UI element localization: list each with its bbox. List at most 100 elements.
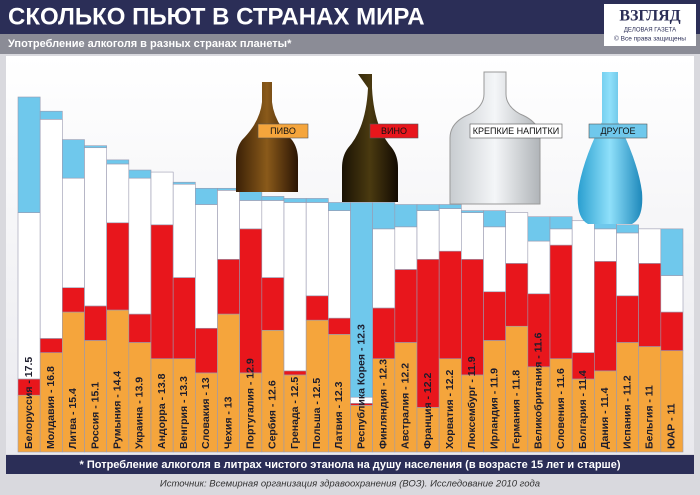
bar-segment	[62, 139, 85, 179]
bar-segment	[638, 263, 662, 347]
bar-segment	[527, 240, 551, 295]
bar-segment	[660, 311, 684, 351]
bar-segment	[283, 198, 307, 203]
bar-segment	[328, 202, 351, 211]
bar-segment	[39, 338, 63, 353]
bar-segment	[372, 307, 396, 359]
bar-segment	[17, 96, 41, 213]
bar-label: Словения - 11.6	[555, 368, 567, 449]
legend-swatch	[469, 123, 563, 139]
legend-label: КРЕПКИЕ НАПИТКИ	[473, 126, 559, 136]
bar-label: Великобритания - 11.6	[533, 332, 545, 449]
footnote: * Потребление алкоголя в литрах чистого …	[80, 459, 621, 471]
bar-segment	[549, 216, 573, 230]
bar-label: Польша - 12.5	[311, 378, 323, 449]
bar-segment	[549, 228, 573, 246]
bar-segment	[195, 327, 218, 374]
bar-segment	[261, 277, 285, 331]
bar-label: Сербия - 12.6	[267, 380, 279, 449]
bar-label: Россия - 15.1	[89, 382, 101, 449]
bar-segment	[571, 220, 595, 353]
logo-tagline: ДЕЛОВАЯ ГАЗЕТА	[624, 28, 676, 34]
bar-segment	[128, 313, 152, 343]
bar-segment	[594, 228, 617, 262]
bar-segment	[616, 232, 639, 297]
bar-segment	[261, 200, 285, 278]
footnote-band	[6, 455, 694, 474]
bar-segment	[283, 202, 307, 372]
bar-label: Республика Корея - 12.3	[355, 324, 367, 449]
legend: ПИВО ВИНО КРЕПКИЕ НАПИТКИ ДРУГОЕ	[257, 123, 648, 139]
bar-segment	[394, 204, 418, 228]
bar-segment	[328, 317, 351, 335]
bar-label: Франция - 12.2	[422, 372, 434, 449]
bar-label: Белоруссия - 17.5	[23, 357, 35, 449]
bar-segment	[416, 204, 440, 211]
bar-segment	[505, 263, 529, 327]
bar-segment	[616, 224, 639, 234]
bar-label: Ирландия - 11.9	[488, 368, 500, 449]
bar-segment	[261, 196, 285, 201]
bar-label: Болгария - 11.4	[577, 370, 589, 449]
source: Источник: Всемирная организация здравоох…	[160, 479, 540, 490]
bar-label: Португалия - 12.9	[245, 358, 257, 449]
bar-segment	[305, 198, 329, 203]
bar-label: Литва - 15.4	[67, 388, 79, 449]
subtitle-band	[0, 34, 700, 54]
bar-label: Латвия - 12.3	[333, 381, 345, 449]
bar-segment	[172, 183, 196, 278]
bar-segment	[195, 204, 218, 329]
bar-label: Хорватия - 12.2	[444, 370, 456, 450]
blue-bottle	[577, 72, 643, 224]
bar-segment	[217, 258, 240, 315]
chart-subtitle: Употребление алкоголя в разных странах п…	[8, 38, 292, 50]
bar-segment	[217, 190, 240, 260]
bar-segment	[106, 163, 130, 224]
bar-label: Финляндия - 12.3	[378, 359, 390, 449]
bar-label: Испания - 11.2	[621, 375, 633, 449]
bar-label: Словакия - 13	[200, 377, 212, 449]
bar-segment	[84, 145, 107, 149]
bar-segment	[461, 210, 484, 213]
logo-name: ВЗГЛЯД	[619, 8, 680, 25]
bar-label: Германия - 11.8	[511, 370, 523, 449]
bar-segment	[172, 181, 196, 185]
chart-title: СКОЛЬКО ПЬЮТ В СТРАНАХ МИРА	[8, 3, 425, 30]
logo-box	[604, 4, 696, 46]
bar-label: Люксембург - 11.9	[466, 356, 478, 449]
bar-segment	[305, 202, 329, 297]
bar-label: Румыния - 14.4	[112, 371, 124, 449]
bar-segment	[84, 147, 107, 307]
bar-label: Гренада - 12.5	[289, 377, 301, 449]
bar-label: Украина - 13.9	[134, 377, 146, 449]
bar-segment	[328, 210, 351, 319]
bar-segment	[438, 250, 462, 359]
bar-segment	[150, 171, 174, 226]
bar-segment	[128, 169, 152, 179]
bar-segment	[660, 275, 684, 313]
legend-label: ПИВО	[270, 126, 296, 136]
bar-segment	[195, 187, 218, 205]
bar-segment	[483, 291, 506, 341]
bar-segment	[527, 216, 551, 242]
bars: Белоруссия - 17.5 Молдавия - 16.8 Литва - …	[17, 96, 684, 453]
bar-label: Бельгия - 11	[644, 385, 656, 449]
bar-segment	[62, 287, 85, 313]
bar-segment	[239, 228, 263, 374]
bar-label: Андорра - 13.8	[156, 373, 168, 449]
bar-segment	[128, 177, 152, 315]
bar-segment	[39, 119, 63, 339]
bar-segment	[372, 228, 396, 309]
bar-segment	[438, 204, 462, 209]
bar-label: Молдавия - 16.8	[45, 366, 57, 449]
bar-segment	[483, 210, 506, 228]
bar-segment	[594, 261, 617, 372]
bar-label: Чехия - 13	[222, 396, 234, 449]
bar-segment	[549, 244, 573, 359]
bar-segment	[372, 202, 396, 230]
bar-segment	[17, 212, 41, 380]
bar-label: ЮАР - 11	[666, 403, 678, 449]
bar-segment	[461, 212, 484, 260]
bar-segment	[416, 210, 440, 260]
bar-segment	[150, 224, 174, 359]
